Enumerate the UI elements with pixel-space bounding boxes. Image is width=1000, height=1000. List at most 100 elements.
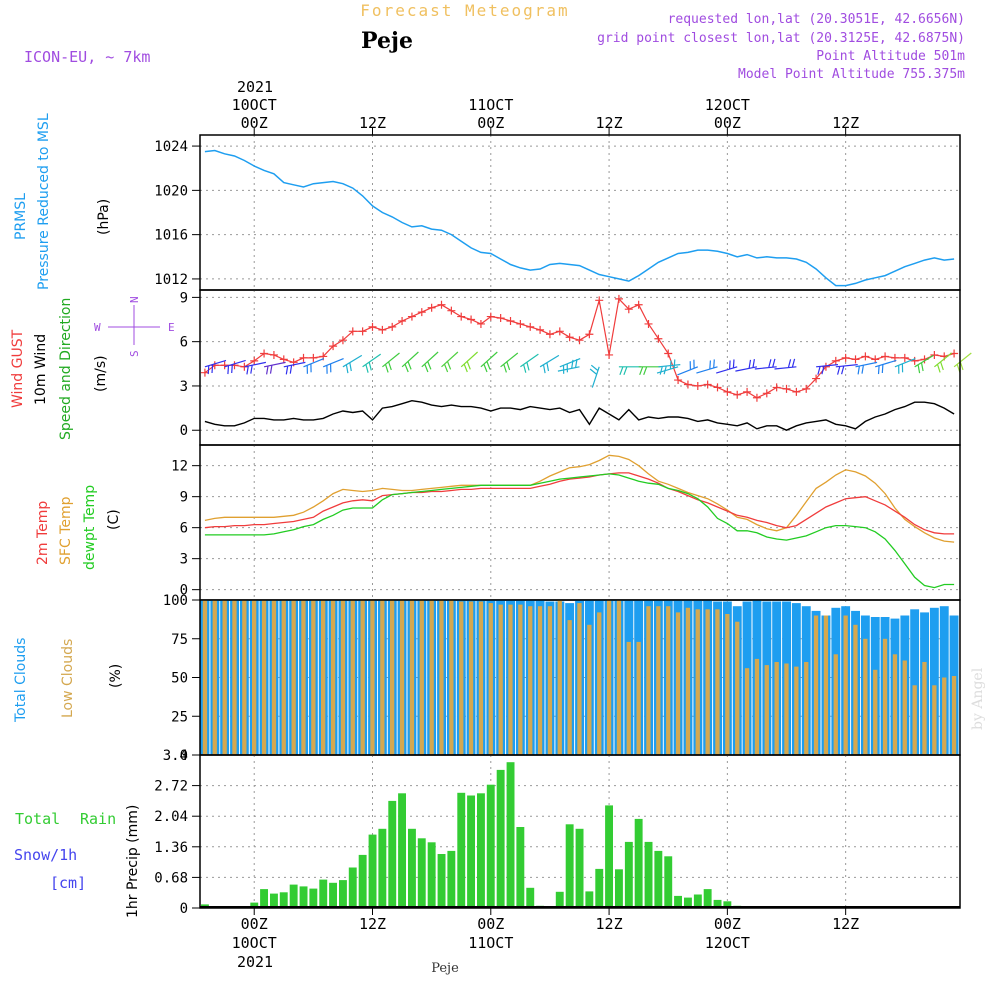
gust-marker — [536, 325, 545, 334]
gust-marker — [713, 383, 722, 392]
low-cloud-bar — [370, 600, 375, 755]
dewpt-label: dewpt Temp — [82, 485, 98, 570]
cloud-labels: Total Clouds Low Clouds (%) — [13, 638, 124, 723]
rain-bar — [713, 899, 722, 908]
bottom-time-label: 00Z — [477, 915, 504, 933]
bottom-date-label: 10OCT — [232, 934, 277, 952]
y-tick-label: 1020 — [154, 183, 188, 199]
snow-label: Snow/1h — [14, 846, 77, 864]
chart-title: Forecast Meteogram — [360, 1, 569, 20]
wind-unit-label: (m/s) — [93, 355, 109, 392]
bottom-year-label: 2021 — [237, 953, 273, 971]
low-cloud-bar — [725, 614, 730, 755]
low-cloud-bar — [528, 606, 533, 755]
wind-barb — [401, 351, 419, 373]
gust-marker — [752, 393, 761, 402]
wind-dir-label: Speed and Direction — [58, 298, 74, 440]
low-cloud-bar — [271, 600, 277, 755]
low-cloud-bar — [330, 600, 336, 755]
low-cloud-bar — [577, 603, 582, 755]
low-cloud-bar — [380, 600, 385, 755]
rain-bar — [516, 827, 525, 908]
wind-barb — [480, 351, 498, 373]
low-cloud-bar — [360, 600, 365, 755]
gust-marker — [467, 315, 476, 324]
y-tick-label: 3 — [180, 552, 188, 568]
temp-labels: 2m Temp SFC Temp dewpt Temp (C) — [35, 485, 122, 570]
wind-barb — [618, 366, 641, 376]
gust-marker — [496, 314, 505, 323]
wind-barb — [875, 359, 897, 375]
rain-bar — [408, 828, 416, 908]
low-cloud-bar — [340, 600, 346, 755]
gust-marker — [802, 384, 811, 393]
gust-marker — [260, 349, 269, 358]
low-cloud-bar — [626, 641, 631, 755]
rain-bar — [506, 762, 515, 908]
gust-marker — [279, 355, 288, 364]
dewpt-line — [204, 473, 955, 589]
rain-bar — [684, 897, 692, 908]
low-cloud-bar — [863, 638, 868, 756]
gust-marker — [683, 380, 692, 389]
rain-bar — [319, 879, 328, 908]
rain-bar — [309, 888, 318, 908]
gust-marker — [358, 327, 367, 336]
low-cloud-bar — [449, 600, 454, 755]
low-cloud-bar — [636, 641, 641, 755]
y-tick-label: 1024 — [154, 139, 188, 155]
low-cloud-bar — [873, 669, 878, 756]
low-cloud-bar — [518, 604, 523, 755]
rain-bar — [585, 891, 594, 908]
y-tick-label: 3.4 — [163, 748, 188, 764]
low-cloud-bar — [390, 600, 395, 755]
rain-bar — [368, 834, 377, 908]
sfc-label: SFC Temp — [58, 496, 74, 565]
wind-barb — [855, 361, 878, 375]
gust-line — [204, 297, 955, 399]
total-rain-label-b: Rain — [80, 810, 116, 828]
gust-marker — [654, 334, 663, 343]
gust-marker — [417, 308, 426, 317]
gust-marker — [338, 336, 347, 345]
gust-marker — [871, 355, 880, 364]
low-cloud-bar — [321, 600, 326, 755]
pressure-line — [204, 149, 955, 287]
wind-barb — [656, 359, 679, 374]
low-cloud-bar — [784, 663, 789, 755]
y-tick-label: 0.68 — [154, 870, 188, 886]
panel-frame — [199, 754, 961, 909]
gust-marker — [575, 336, 584, 345]
wind10-label: 10m Wind — [33, 334, 49, 405]
gust-marker — [516, 319, 525, 328]
bottom-time-label: 12Z — [832, 915, 859, 933]
wind-barb — [520, 353, 539, 373]
total-clouds-label: Total Clouds — [13, 638, 29, 723]
pressure-labels: PRMSL Pressure Reduced to MSL (hPa) — [13, 113, 112, 290]
wind-barb — [539, 354, 560, 374]
low-cloud-bar — [833, 654, 838, 756]
gust-marker — [831, 356, 840, 365]
low-cloud-bar — [646, 606, 651, 755]
gust-marker — [368, 322, 377, 331]
requested-coords: requested lon,lat (20.3051E, 42.6656N) — [668, 12, 965, 27]
rain-bar — [634, 818, 643, 908]
gust-marker — [526, 322, 535, 331]
low-cloud-bar — [587, 624, 592, 755]
low-cloud-bar — [902, 660, 907, 755]
top-time-label: 12Z — [596, 114, 623, 132]
precip-labels: Total Rain Snow/1h [cm] 1hr Precip (mm) — [14, 805, 141, 918]
rain-bar — [417, 838, 426, 909]
gust-marker — [664, 349, 673, 358]
top-date-label: 11OCT — [468, 96, 513, 114]
gust-marker — [861, 352, 870, 361]
low-cloud-bar — [675, 612, 681, 755]
wind-barb — [283, 361, 306, 375]
rain-bar — [693, 894, 702, 908]
y-tick-label: 1016 — [154, 228, 188, 244]
gust-marker — [733, 390, 742, 399]
wind-barb — [934, 352, 952, 373]
panel-frame — [199, 134, 961, 291]
rain-bar — [605, 805, 613, 908]
